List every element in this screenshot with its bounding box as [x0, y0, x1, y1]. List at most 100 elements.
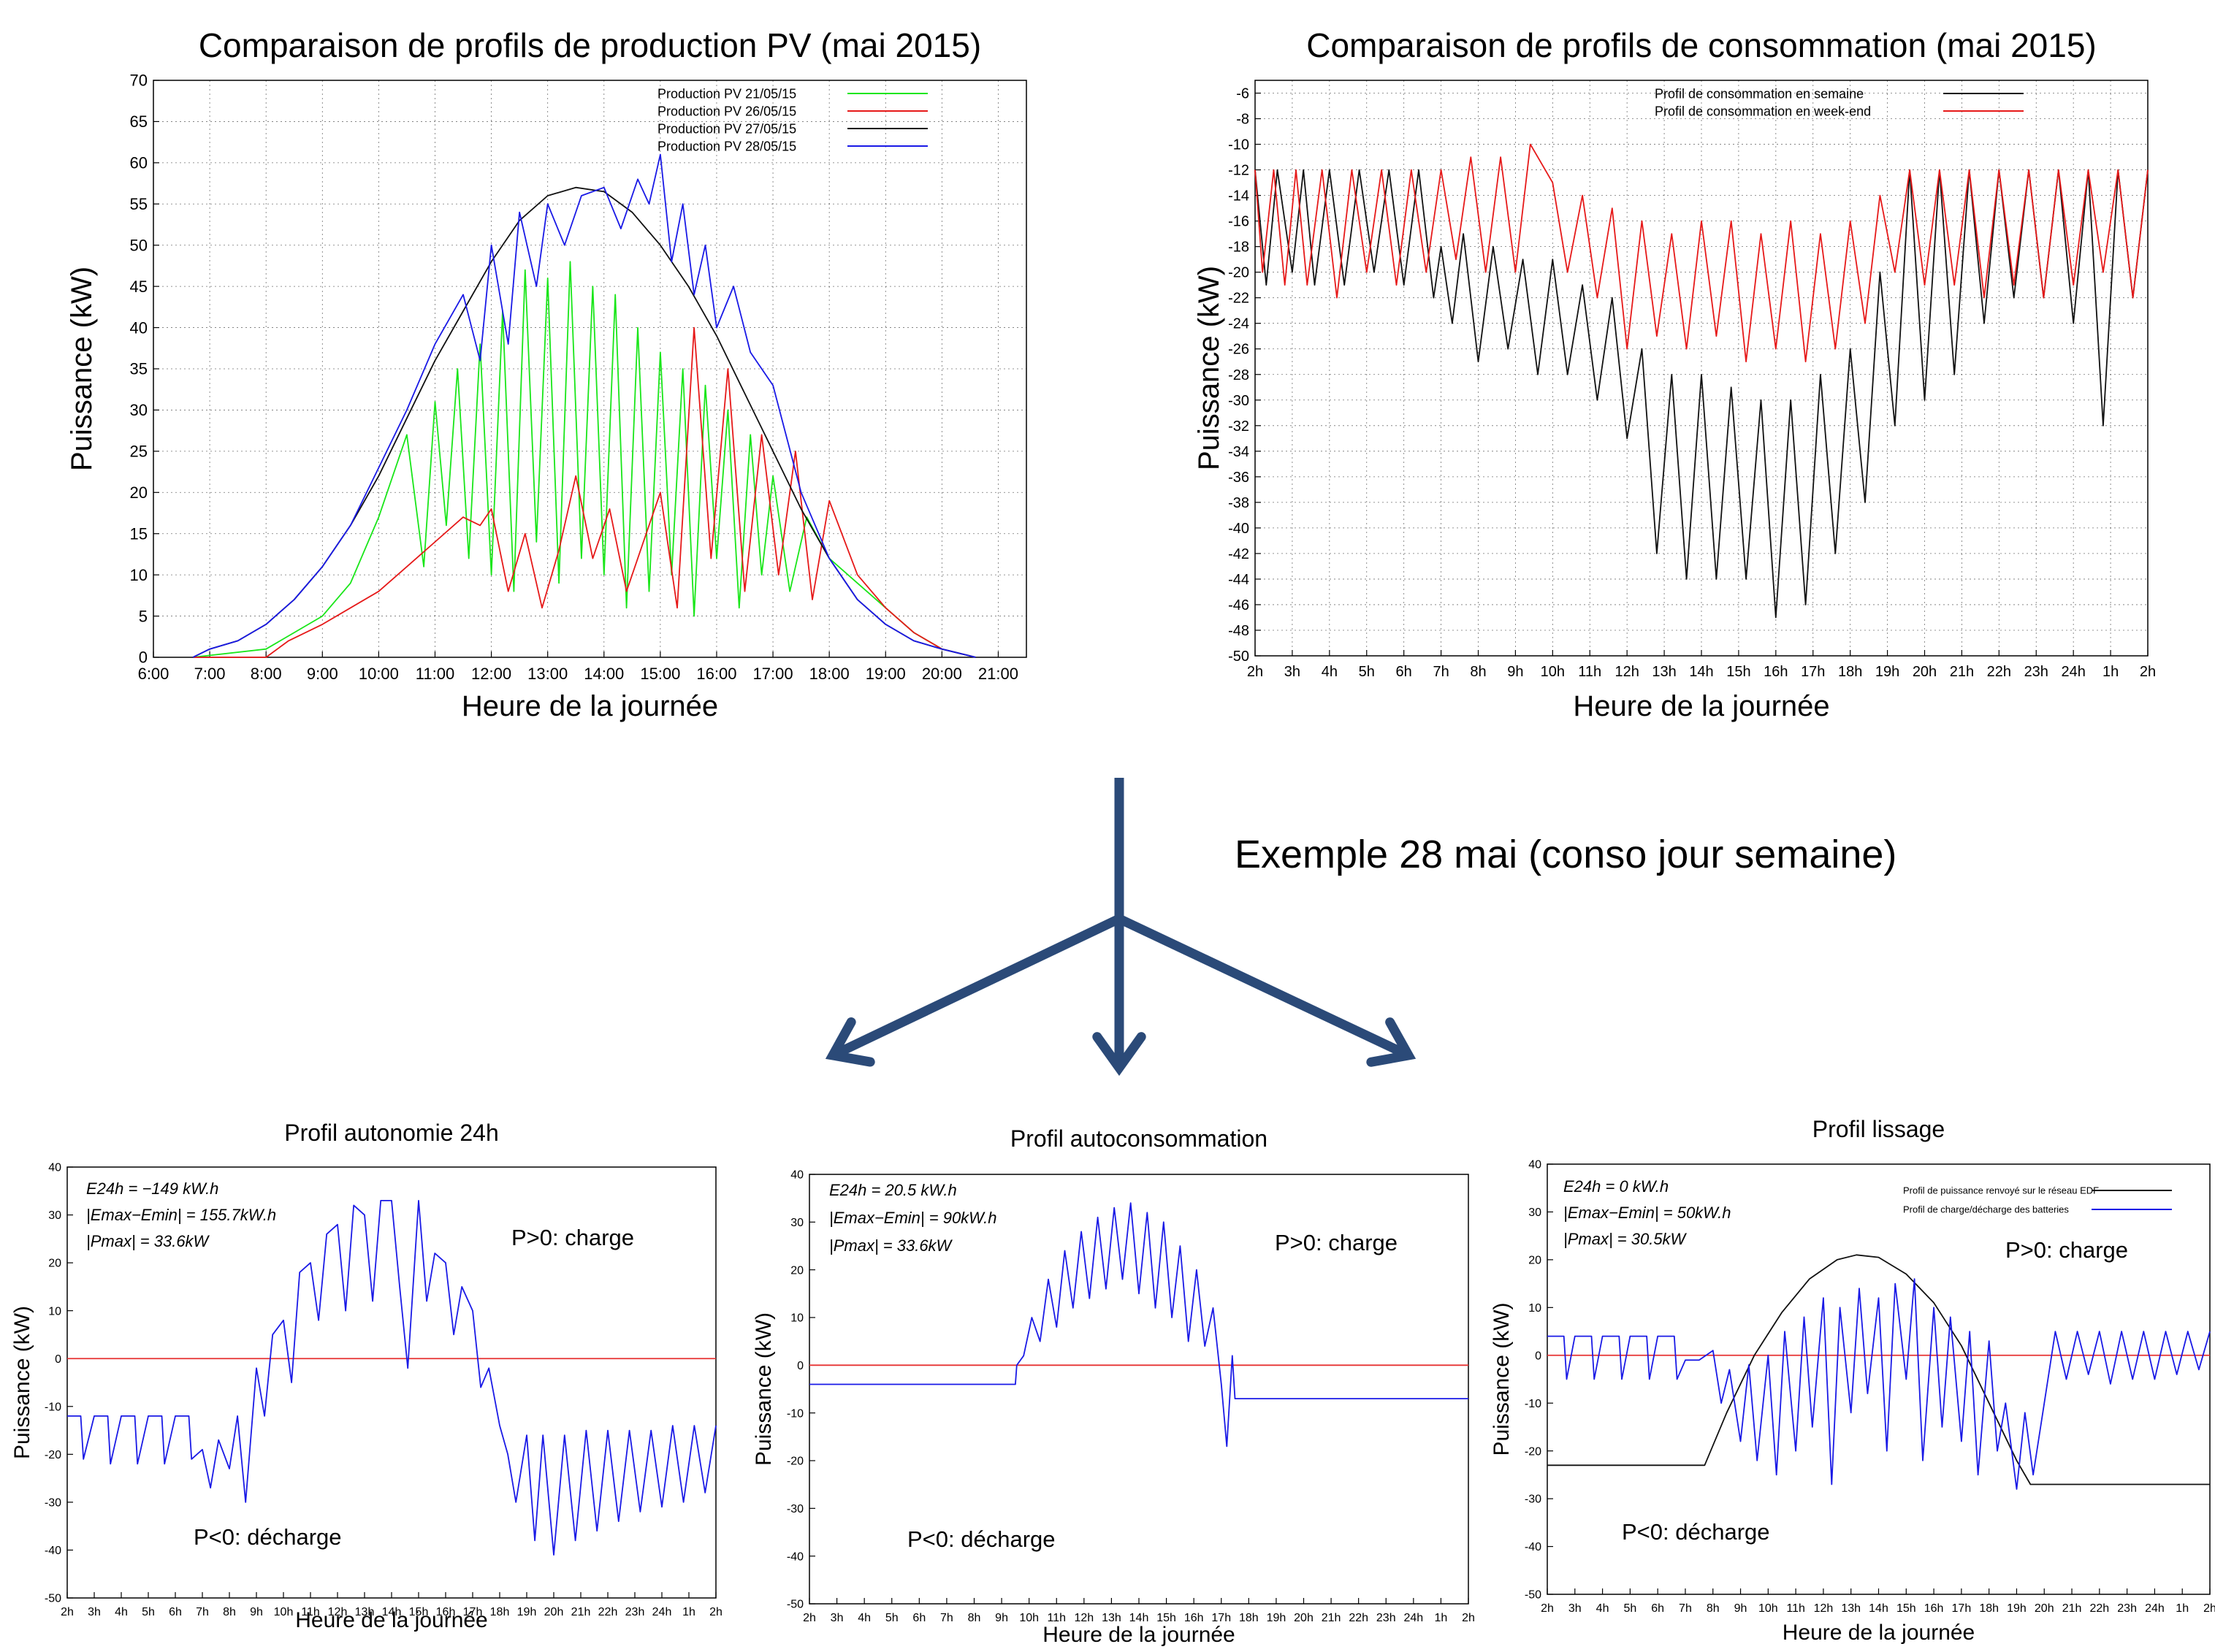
x-tick-label: 7h	[940, 1612, 953, 1624]
formula-text: E24h = 20.5 kW.h	[829, 1181, 957, 1199]
x-tick-label: 9h	[1734, 1602, 1747, 1615]
y-tick-label: 30	[130, 401, 148, 419]
x-tick-label: 21:00	[978, 665, 1018, 683]
discharge-annotation: P<0: décharge	[907, 1526, 1056, 1552]
x-tick-label: 2h	[1541, 1602, 1554, 1615]
x-tick-label: 13h	[355, 1606, 375, 1618]
x-tick-label: 22h	[1987, 664, 2011, 680]
x-tick-label: 17h	[1952, 1602, 1972, 1615]
y-tick-label: -16	[1228, 214, 1249, 230]
x-tick-label: 7h	[1679, 1602, 1692, 1615]
arrow-branch-right	[1117, 914, 1411, 1060]
legend: Profil de puissance renvoyé sur le résea…	[1903, 1185, 2172, 1215]
x-tick-label: 17:00	[753, 665, 793, 683]
y-tick-label: 20	[790, 1264, 804, 1277]
x-tick-label: 13:00	[527, 665, 568, 683]
x-tick-label: 12h	[1074, 1612, 1094, 1624]
y-tick-label: -30	[1228, 393, 1249, 409]
x-tick-label: 1h	[2102, 664, 2119, 680]
x-tick-label: 22h	[1349, 1612, 1368, 1624]
series-line-2	[1547, 1278, 2211, 1490]
x-tick-label: 16h	[1764, 664, 1788, 680]
y-tick-label: -20	[1228, 265, 1249, 281]
legend-label: Production PV 27/05/15	[657, 121, 796, 136]
formula-text: |Pmax| = 33.6kW	[829, 1236, 953, 1255]
x-tick-label: 21h	[1950, 664, 1974, 680]
y-tick-label: 60	[130, 154, 148, 172]
y-tick-label: 0	[1535, 1350, 1541, 1362]
x-tick-label: 15:00	[640, 665, 680, 683]
y-tick-label: -28	[1228, 367, 1249, 383]
x-tick-label: 2h	[61, 1606, 74, 1618]
x-tick-label: 16:00	[696, 665, 736, 683]
x-tick-label: 20h	[2035, 1602, 2054, 1615]
y-tick-label: -10	[1525, 1398, 1541, 1410]
x-tick-label: 12h	[328, 1606, 348, 1618]
x-tick-label: 16h	[1924, 1602, 1944, 1615]
legend-label: Production PV 21/05/15	[657, 86, 796, 101]
x-tick-label: 8h	[1470, 664, 1486, 680]
y-tick-label: -30	[1525, 1494, 1541, 1506]
x-tick-label: 2h	[2140, 664, 2156, 680]
y-tick-label: 20	[130, 483, 148, 502]
x-tick-label: 6h	[169, 1606, 182, 1618]
x-tick-label: 2h	[1247, 664, 1263, 680]
x-tick-label: 8:00	[251, 665, 282, 683]
y-tick-label: -30	[787, 1503, 804, 1515]
y-tick-label: -30	[45, 1496, 61, 1509]
y-tick-label: -38	[1228, 495, 1249, 511]
x-tick-label: 17h	[1801, 664, 1825, 680]
formula-text: E24h = −149 kW.h	[86, 1179, 218, 1198]
x-tick-label: 10h	[1019, 1612, 1039, 1624]
x-tick-label: 1h	[682, 1606, 695, 1618]
x-tick-label: 19h	[2007, 1602, 2027, 1615]
x-tick-label: 24h	[1403, 1612, 1423, 1624]
y-tick-label: 10	[48, 1305, 61, 1318]
formula-text: E24h = 0 kW.h	[1563, 1177, 1669, 1196]
y-tick-label: 10	[130, 566, 148, 584]
y-tick-label: 5	[139, 607, 148, 625]
y-tick-label: -40	[1525, 1541, 1541, 1553]
y-tick-label: -40	[45, 1545, 61, 1557]
y-tick-label: 10	[790, 1312, 804, 1325]
x-axis-label: Heure de la journée	[1573, 690, 1829, 722]
y-tick-label: 0	[55, 1353, 61, 1366]
y-tick-label: 40	[48, 1162, 61, 1174]
x-tick-label: 20:00	[922, 665, 962, 683]
plot-area	[1547, 1163, 2211, 1595]
x-tick-label: 11h	[1578, 664, 1601, 680]
discharge-annotation: P<0: décharge	[1622, 1519, 1770, 1545]
legend-label: Profil de charge/décharge des batteries	[1903, 1204, 2069, 1215]
charge-annotation: P>0: charge	[511, 1225, 634, 1250]
y-tick-label: -40	[787, 1550, 804, 1563]
y-tick-label: -20	[45, 1449, 61, 1461]
y-tick-label: 55	[130, 195, 148, 213]
x-tick-label: 5h	[142, 1606, 155, 1618]
y-tick-label: 30	[790, 1217, 804, 1229]
legend-label: Profil de consommation en semaine	[1655, 86, 1864, 101]
formula-text: |Emax−Emin| = 90kW.h	[829, 1209, 996, 1227]
x-tick-label: 12h	[1814, 1602, 1834, 1615]
x-tick-label: 24h	[2145, 1602, 2165, 1615]
arrow-head-right	[1366, 1017, 1417, 1067]
x-tick-label: 23h	[1376, 1612, 1396, 1624]
y-tick-label: 15	[130, 524, 148, 543]
x-tick-label: 12:00	[471, 665, 511, 683]
x-tick-label: 22h	[598, 1606, 618, 1618]
series-line-1	[1254, 169, 2149, 619]
x-tick-label: 9h	[250, 1606, 263, 1618]
x-tick-label: 11:00	[416, 665, 454, 683]
x-tick-label: 6h	[1396, 664, 1412, 680]
y-axis-label: Puissance (kW)	[10, 1306, 34, 1459]
chart-conso: Comparaison de profils de consommation (…	[1193, 26, 2156, 722]
y-tick-label: 30	[48, 1209, 61, 1222]
x-tick-label: 22h	[2089, 1602, 2109, 1615]
x-tick-label: 13h	[1652, 664, 1676, 680]
y-tick-label: -36	[1228, 470, 1249, 486]
series-line-2	[193, 326, 976, 658]
y-tick-label: -12	[1228, 163, 1249, 179]
y-tick-label: 50	[130, 236, 148, 254]
x-tick-label: 10h	[1541, 664, 1565, 680]
x-tick-label: 10h	[1758, 1602, 1778, 1615]
